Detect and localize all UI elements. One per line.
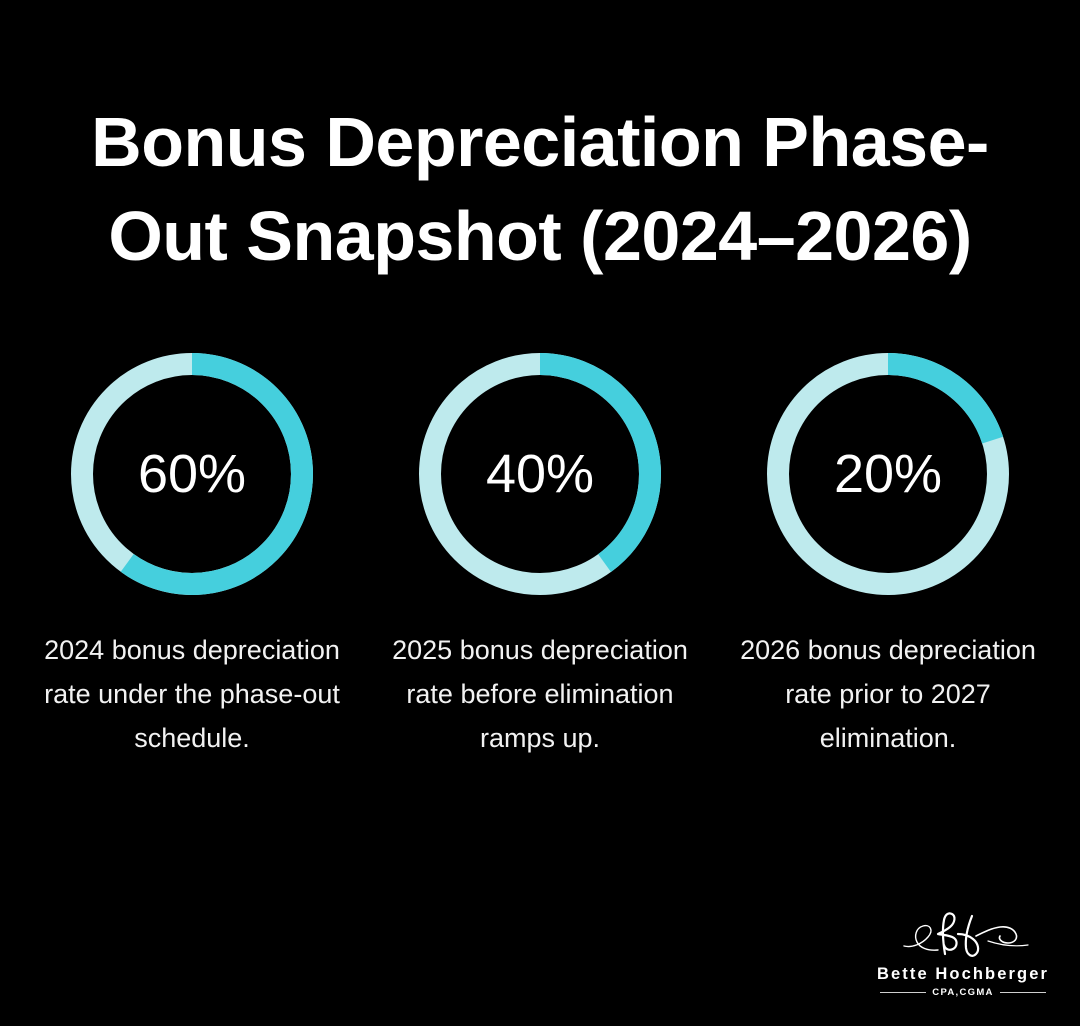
- bh-monogram-icon: [903, 912, 1029, 957]
- brand-credentials-row: CPA,CGMA: [870, 987, 1056, 998]
- donut-chart-2024: 60%: [71, 353, 313, 595]
- donut-svg-2025: [419, 353, 661, 595]
- donut-chart-row: 60% 2024 bonus depreciation rate under t…: [0, 353, 1080, 760]
- donut-percent-label-2024: 60%: [137, 444, 247, 504]
- divider-left: [880, 992, 927, 993]
- donut-chart-2026: 20%: [767, 353, 1009, 595]
- donut-value-arc-2025: [419, 353, 661, 595]
- donut-value-arc-2024: [71, 353, 313, 595]
- page-title-block: Bonus Depreciation Phase-Out Snapshot (2…: [50, 96, 1030, 284]
- brand-name: Bette Hochberger: [876, 965, 1050, 983]
- donut-svg-2024: [71, 353, 313, 595]
- divider-right: [999, 992, 1046, 993]
- donut-caption-2024: 2024 bonus depreciation rate under the p…: [44, 635, 340, 753]
- donut-card-2025: 40% 2025 bonus depreciation rate before …: [366, 353, 714, 760]
- donut-value-arc-2026: [767, 353, 1009, 595]
- donut-card-2026: 20% 2026 bonus depreciation rate prior t…: [714, 353, 1062, 760]
- brand-logo: Bette Hochberger CPA,CGMA: [870, 906, 1056, 998]
- donut-caption-2026: 2026 bonus depreciation rate prior to 20…: [740, 635, 1036, 753]
- donut-caption-2025: 2025 bonus depreciation rate before elim…: [392, 635, 688, 753]
- donut-svg-2026: [767, 353, 1009, 595]
- donut-percent-label-2025: 40%: [485, 444, 595, 504]
- donut-percent-label-2026: 20%: [833, 444, 943, 504]
- donut-chart-2025: 40%: [419, 353, 661, 595]
- page-title: Bonus Depreciation Phase-Out Snapshot (2…: [91, 103, 989, 275]
- brand-credentials: CPA,CGMA: [932, 987, 994, 998]
- donut-card-2024: 60% 2024 bonus depreciation rate under t…: [18, 353, 366, 760]
